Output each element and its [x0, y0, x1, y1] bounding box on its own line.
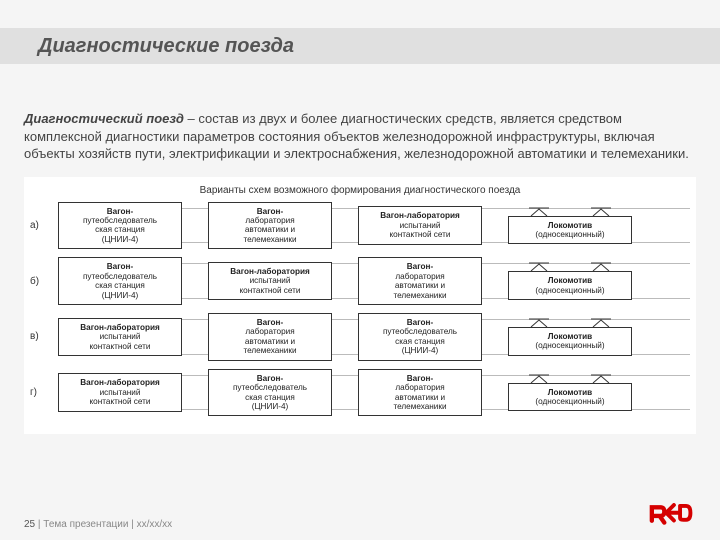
variant-row: а)Вагон-путеобследовательская станция(ЦН…	[30, 202, 690, 250]
wagon-box: Вагон-путеобследовательская станция(ЦНИИ…	[358, 313, 482, 361]
diagram-rows: а)Вагон-путеобследовательская станция(ЦН…	[30, 202, 690, 417]
wagon-box: Вагон-лабораторияиспытанийконтактной сет…	[208, 262, 332, 300]
footer: 25 | Тема презентации | xx/xx/xx	[24, 503, 696, 530]
footer-topic: Тема презентации	[43, 519, 128, 530]
content-area: Диагностический поезд – состав из двух и…	[24, 110, 696, 434]
rail-boxes: Вагон-лабораторияиспытанийконтактной сет…	[58, 313, 690, 361]
locomotive: Локомотив(односекционный)	[508, 207, 632, 245]
locomotive: Локомотив(односекционный)	[508, 262, 632, 300]
locomotive: Локомотив(односекционный)	[508, 318, 632, 356]
page-title: Диагностические поезда	[0, 35, 294, 58]
diagram-area: Варианты схем возможного формирования ди…	[24, 177, 696, 435]
locomotive: Локомотив(односекционный)	[508, 374, 632, 412]
rail-boxes: Вагон-лабораторияиспытанийконтактной сет…	[58, 369, 690, 417]
row-label: г)	[30, 369, 48, 417]
wagon-box: Вагон-путеобследовательская станция(ЦНИИ…	[208, 369, 332, 417]
wagon-box: Вагон-лабораторияавтоматики ителемеханик…	[358, 257, 482, 305]
wagon-box: Вагон-лабораторияавтоматики ителемеханик…	[208, 313, 332, 361]
definition-term: Диагностический поезд	[24, 111, 184, 126]
page-number: 25	[24, 519, 35, 530]
wagon-box: Локомотив(односекционный)	[508, 327, 632, 356]
row-label: а)	[30, 202, 48, 250]
row-label: в)	[30, 313, 48, 361]
footer-date: xx/xx/xx	[137, 519, 173, 530]
rzd-logo-icon	[648, 503, 696, 530]
diagram-caption: Варианты схем возможного формирования ди…	[30, 185, 690, 196]
variant-row: в) Вагон-лабораторияиспытанийконтактной с…	[30, 313, 690, 361]
wagon-box: Вагон-лабораторияиспытанийконтактной сет…	[58, 373, 182, 411]
wagon-box: Вагон-лабораторияиспытанийконтактной сет…	[58, 318, 182, 356]
row-label: б)	[30, 257, 48, 305]
wagon-box: Вагон-лабораторияиспытанийконтактной сет…	[358, 206, 482, 244]
wagon-box: Локомотив(односекционный)	[508, 383, 632, 412]
footer-sep2: |	[128, 519, 136, 530]
rail-boxes: Вагон-путеобследовательская станция(ЦНИИ…	[58, 257, 690, 305]
variant-row: б)Вагон-путеобследовательская станция(ЦН…	[30, 257, 690, 305]
variant-row: г) Вагон-лабораторияиспытанийконтактной с…	[30, 369, 690, 417]
wagon-box: Вагон-путеобследовательская станция(ЦНИИ…	[58, 202, 182, 250]
wagon-box: Вагон-лабораторияавтоматики ителемеханик…	[358, 369, 482, 417]
wagon-box: Вагон-путеобследовательская станция(ЦНИИ…	[58, 257, 182, 305]
wagon-box: Вагон-лабораторияавтоматики ителемеханик…	[208, 202, 332, 250]
slide: Диагностические поезда Диагностический п…	[0, 0, 720, 540]
rail-boxes: Вагон-путеобследовательская станция(ЦНИИ…	[58, 202, 690, 250]
title-bar: Диагностические поезда	[0, 28, 720, 64]
definition-paragraph: Диагностический поезд – состав из двух и…	[24, 110, 696, 163]
wagon-box: Локомотив(односекционный)	[508, 271, 632, 300]
footer-text: 25 | Тема презентации | xx/xx/xx	[24, 519, 172, 530]
wagon-box: Локомотив(односекционный)	[508, 216, 632, 245]
